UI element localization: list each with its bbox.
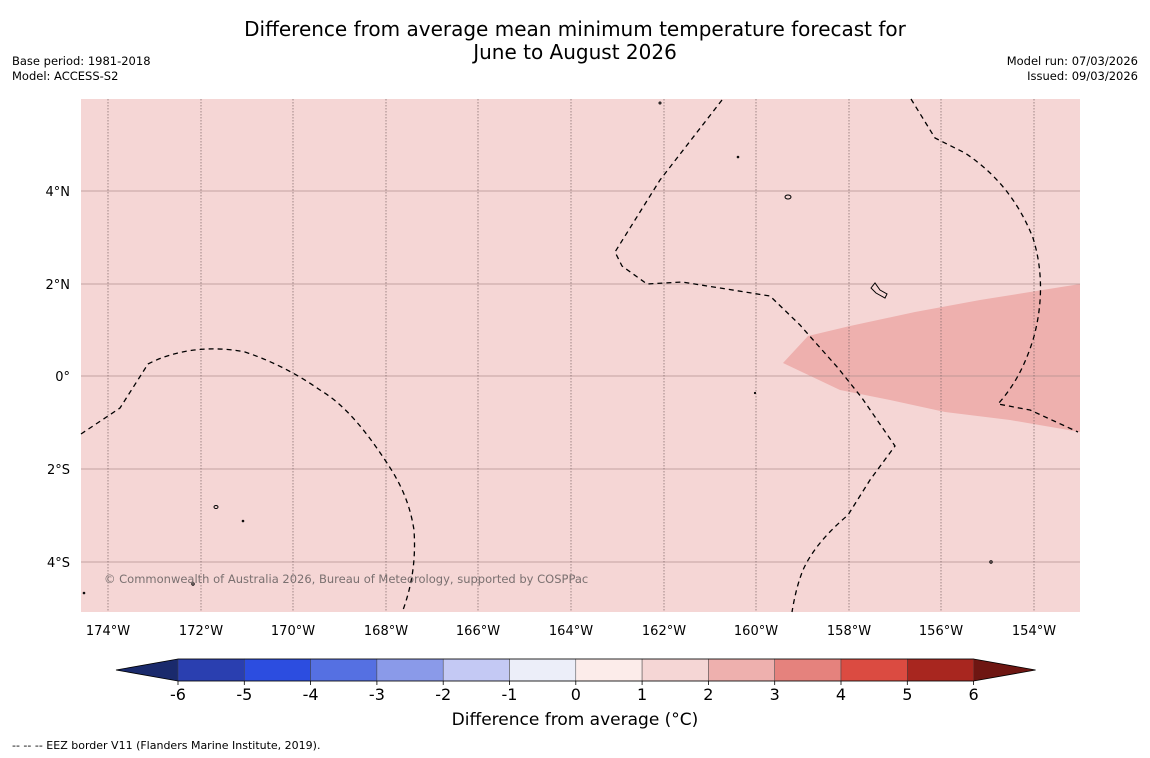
eez-borders <box>80 98 1079 613</box>
colorbar-tick-label: -4 <box>303 685 319 704</box>
lon-label: 154°W <box>1012 624 1056 639</box>
lon-label: 156°W <box>919 624 963 639</box>
colorbar-label: Difference from average (°C) <box>451 710 699 730</box>
island <box>658 101 662 105</box>
eez-border-east <box>910 98 1079 433</box>
lon-label: 170°W <box>271 624 315 639</box>
colorbar-tick-label: -3 <box>369 685 385 704</box>
colorbar-tick-label: 4 <box>836 685 846 704</box>
colorbar-tick-label: 0 <box>571 685 581 704</box>
latitude-gridlines <box>81 190 1080 563</box>
lon-label: 160°W <box>734 624 778 639</box>
colorbar-segment <box>442 658 510 682</box>
colorbar-tick-label: -2 <box>435 685 451 704</box>
lon-label: 168°W <box>364 624 408 639</box>
colorbar-tick-label: 3 <box>770 685 780 704</box>
title-line-1: Difference from average mean minimum tem… <box>244 17 906 41</box>
lon-label: 162°W <box>642 624 686 639</box>
lon-label: 174°W <box>86 624 130 639</box>
colorbar-segment <box>907 658 974 682</box>
colorbar-extend-low <box>116 659 178 681</box>
lon-label: 166°W <box>456 624 500 639</box>
colorbar-segment <box>509 658 577 682</box>
islands <box>82 101 993 595</box>
run-info: Model run: 07/03/2026 Issued: 09/03/2026 <box>1007 54 1138 84</box>
colorbar-tick-label: -6 <box>170 685 186 704</box>
colorbar-tick-label: -5 <box>236 685 252 704</box>
island <box>213 505 219 509</box>
lon-label: 172°W <box>179 624 223 639</box>
colorbar-segment <box>177 658 245 682</box>
base-period: Base period: 1981-2018 <box>12 54 151 68</box>
issued-date: Issued: 09/03/2026 <box>1027 69 1138 83</box>
island <box>241 519 245 523</box>
island <box>82 591 86 595</box>
colorbar-tick-label: -1 <box>502 685 518 704</box>
lat-label: 2°S <box>47 463 70 478</box>
eez-border-west <box>80 348 416 611</box>
colorbar-tick-label: 5 <box>902 685 912 704</box>
island <box>753 391 757 395</box>
copyright-notice: © Commonwealth of Australia 2026, Bureau… <box>104 572 588 586</box>
island <box>736 155 740 159</box>
colorbar-extend-high <box>973 659 1036 681</box>
colorbar-tick-label: 1 <box>637 685 647 704</box>
colorbar-tick-label: 6 <box>969 685 979 704</box>
colorbar-segment <box>641 658 709 682</box>
colorbar-tick-label: 2 <box>703 685 713 704</box>
colorbar-segment <box>708 658 775 682</box>
lon-label: 164°W <box>549 624 593 639</box>
lon-label: 158°W <box>827 624 871 639</box>
colorbar-segment <box>575 658 643 682</box>
base-info: Base period: 1981-2018 Model: ACCESS-S2 <box>12 54 151 84</box>
lat-label: 4°N <box>46 185 71 200</box>
island <box>784 194 792 200</box>
colorbar-segment <box>840 658 908 682</box>
island <box>989 560 993 564</box>
colorbar-segment <box>244 658 311 682</box>
map-title: Difference from average mean minimum tem… <box>0 18 1150 64</box>
longitude-labels: 174°W 172°W 170°W 168°W 166°W 164°W 162°… <box>86 624 1056 639</box>
latitude-labels: 4°N 2°N 0° 2°S 4°S <box>46 185 71 571</box>
longitude-gridlines <box>107 99 1035 612</box>
colorbar-segment <box>310 658 378 682</box>
lat-label: 2°N <box>46 278 71 293</box>
lat-label: 0° <box>55 370 70 385</box>
eez-border-central <box>614 99 896 613</box>
model-run: Model run: 07/03/2026 <box>1006 54 1138 68</box>
colorbar-segment <box>376 658 444 682</box>
colorbar-segment <box>774 658 842 682</box>
model-name: Model: ACCESS-S2 <box>12 69 119 83</box>
island <box>191 582 195 586</box>
colorbar: -6 -5 -4 -3 -2 -1 0 1 2 3 4 5 6 <box>115 658 1036 704</box>
title-line-2: June to August 2026 <box>473 40 677 64</box>
island <box>870 282 888 299</box>
eez-legend-footer: -- -- -- EEZ border V11 (Flanders Marine… <box>12 739 321 752</box>
lat-label: 4°S <box>47 556 70 571</box>
